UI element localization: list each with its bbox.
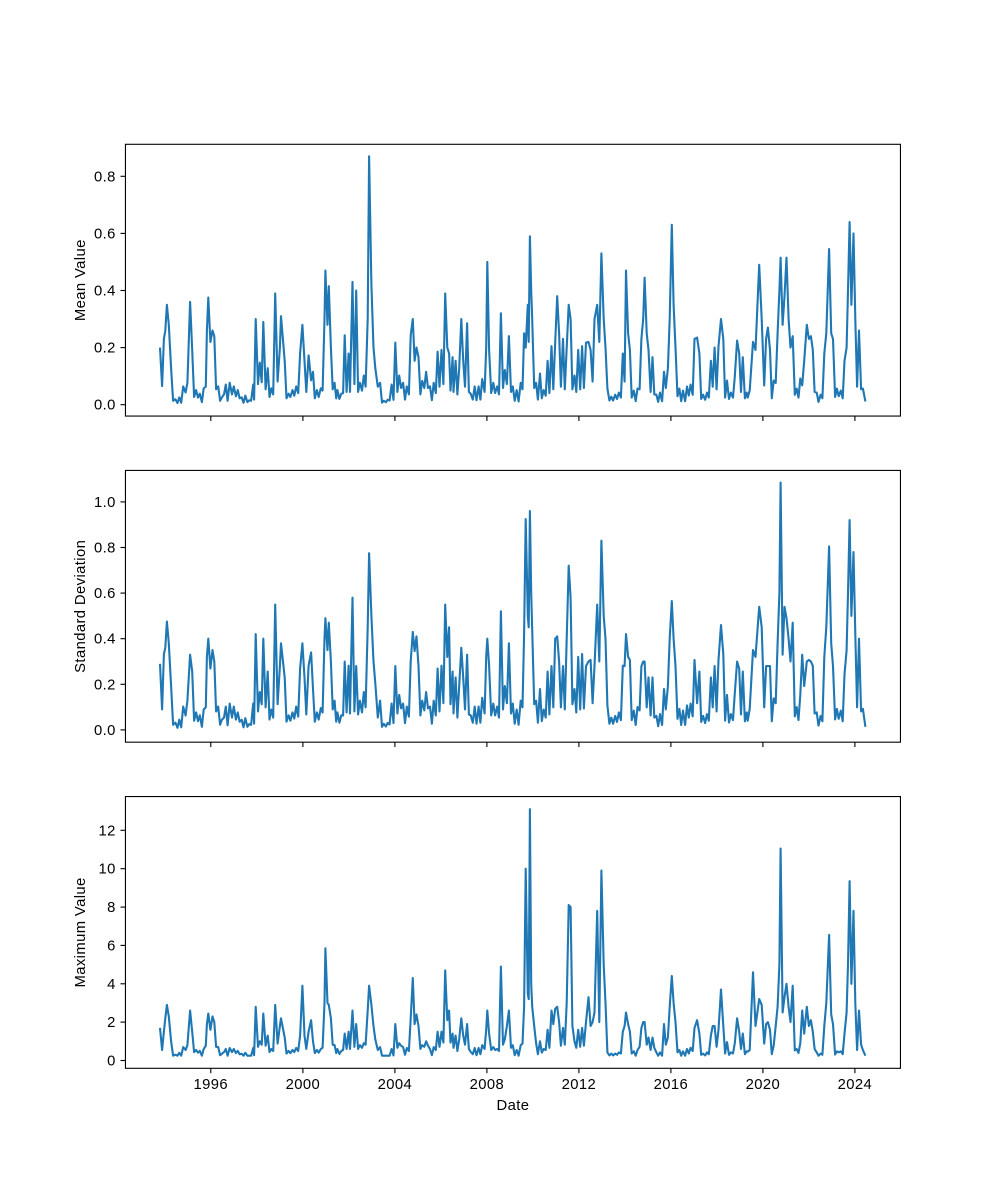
svg-text:0.6: 0.6 [94, 586, 116, 602]
svg-text:0: 0 [107, 1054, 116, 1070]
svg-text:0.2: 0.2 [94, 677, 116, 693]
svg-text:2004: 2004 [378, 1077, 413, 1093]
svg-text:0.6: 0.6 [94, 226, 116, 242]
svg-text:12: 12 [98, 823, 115, 839]
svg-text:Standard Deviation: Standard Deviation [73, 540, 89, 673]
svg-text:1996: 1996 [194, 1077, 229, 1093]
svg-text:Maximum Value: Maximum Value [73, 877, 89, 987]
svg-text:4: 4 [107, 977, 116, 993]
svg-text:0.8: 0.8 [94, 541, 116, 557]
svg-text:0.4: 0.4 [94, 284, 116, 300]
svg-text:10: 10 [98, 862, 115, 878]
svg-text:Date: Date [497, 1098, 530, 1114]
svg-text:8: 8 [107, 900, 116, 916]
svg-text:2016: 2016 [654, 1077, 689, 1093]
svg-text:1.0: 1.0 [94, 495, 116, 511]
svg-text:6: 6 [107, 938, 116, 954]
svg-text:Mean Value: Mean Value [73, 239, 89, 321]
svg-text:0.0: 0.0 [94, 398, 116, 414]
svg-text:0.8: 0.8 [94, 169, 116, 185]
svg-text:2012: 2012 [562, 1077, 597, 1093]
svg-text:2: 2 [107, 1015, 116, 1031]
svg-text:0.0: 0.0 [94, 723, 116, 739]
svg-text:0.4: 0.4 [94, 632, 116, 648]
svg-text:2000: 2000 [286, 1077, 321, 1093]
svg-text:2020: 2020 [746, 1077, 781, 1093]
svg-text:0.2: 0.2 [94, 341, 116, 357]
svg-text:2008: 2008 [470, 1077, 505, 1093]
svg-text:2024: 2024 [838, 1077, 873, 1093]
